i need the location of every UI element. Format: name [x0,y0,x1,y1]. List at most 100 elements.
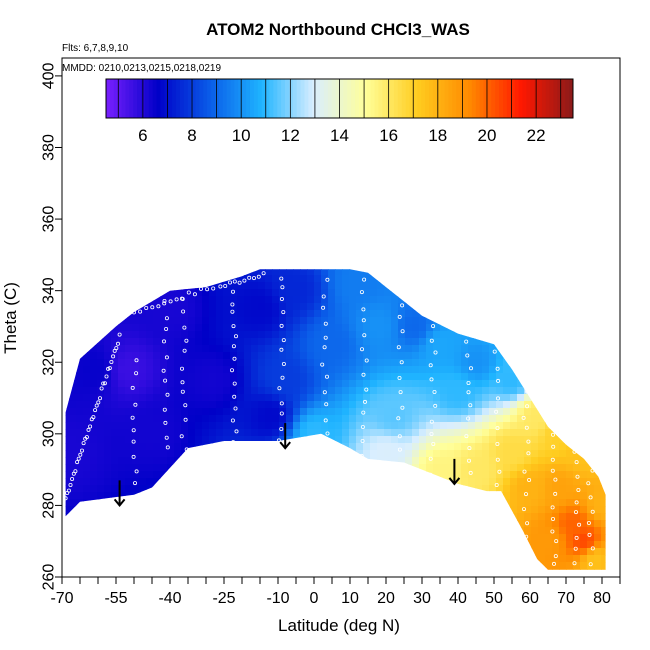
sample-point [101,381,106,386]
field-cell [125,373,133,381]
field-cell [111,394,119,402]
field-cell [342,506,350,514]
sample-point [73,469,78,474]
field-cell [293,450,301,458]
field-cell [300,492,308,500]
field-cell [405,303,413,311]
field-cell [384,534,392,542]
field-cell [377,282,385,290]
field-cell [433,324,441,332]
field-cell [538,450,546,458]
field-cell [482,338,490,346]
field-cell [510,520,518,528]
field-cell [76,429,84,437]
field-cell [370,317,378,325]
field-cell [76,331,84,339]
field-cell [587,534,595,542]
field-cell [90,555,98,563]
field-cell [153,464,161,472]
field-cell [83,499,91,507]
field-cell [174,443,182,451]
colorbar-swatch [347,79,352,118]
field-cell [531,464,539,472]
field-cell [244,429,252,437]
field-cell [503,422,511,430]
sample-point [398,390,403,395]
field-cell [251,317,259,325]
field-cell [69,534,77,542]
field-cell [160,331,168,339]
down-arrow-icon [279,423,291,450]
field-cell [363,394,371,402]
field-cell [412,401,420,409]
field-cell [377,555,385,563]
field-cell [454,422,462,430]
field-cell [482,401,490,409]
field-cell [468,471,476,479]
field-cell [426,478,434,486]
field-cell [573,366,581,374]
field-cell [419,527,427,535]
field-cell [363,317,371,325]
field-cell [594,527,602,535]
field-cell [482,296,490,304]
field-cell [398,394,406,402]
field-cell [426,282,434,290]
field-cell [370,485,378,493]
field-cell [384,275,392,283]
field-cell [482,555,490,563]
field-cell [342,275,350,283]
field-cell [132,499,140,507]
field-cell [307,499,315,507]
field-cell [223,380,231,388]
field-cell [531,373,539,381]
field-cell [531,506,539,514]
field-cell [342,282,350,290]
field-cell [496,450,504,458]
field-cell [293,555,301,563]
x-tick-label: 0 [310,590,319,607]
field-cell [118,359,126,367]
colorbar-swatch [304,79,309,118]
field-cell [433,275,441,283]
field-cell [76,471,84,479]
field-cell [265,380,273,388]
field-cell [97,457,105,465]
field-cell [153,254,161,262]
field-cell [566,569,574,570]
field-cell [538,345,546,353]
field-cell [559,331,567,339]
field-cell [573,317,581,325]
colorbar-swatch [444,79,449,118]
field-cell [580,345,588,353]
field-cell [524,541,532,549]
field-cell [440,471,448,479]
field-cell [223,387,231,395]
field-cell [461,289,469,297]
field-cell [160,471,168,479]
field-cell [167,373,175,381]
field-cell [307,261,315,269]
field-cell [202,254,210,262]
field-cell [601,401,606,409]
field-cell [223,492,231,500]
y-tick-label: 340 [41,277,58,304]
field-cell [419,282,427,290]
field-cell [356,499,364,507]
field-cell [573,338,581,346]
field-cell [160,380,168,388]
field-cell [181,422,189,430]
field-cell [265,548,273,556]
field-cell [559,499,567,507]
field-cell [461,436,469,444]
field-cell [307,471,315,479]
sample-point [279,426,284,431]
field-cell [524,492,532,500]
field-cell [230,408,238,416]
field-cell [482,478,490,486]
colorbar-swatch [390,79,395,118]
field-cell [594,443,602,451]
field-cell [342,436,350,444]
field-cell [426,338,434,346]
field-cell [97,324,105,332]
